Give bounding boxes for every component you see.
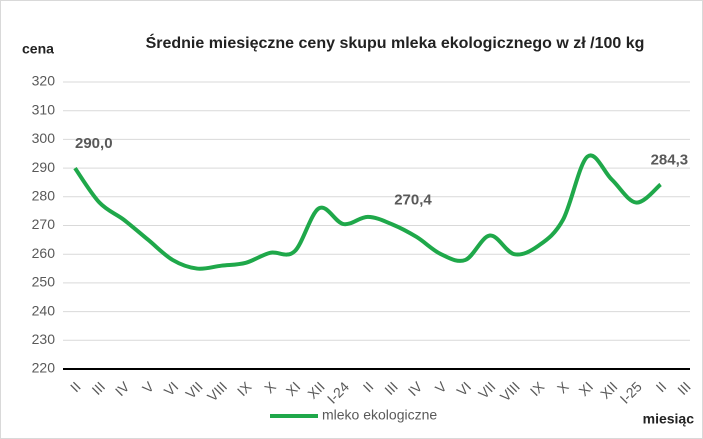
data-label: 290,0 [75, 135, 113, 152]
data-label: 284,3 [651, 151, 689, 168]
y-tick-label: 230 [32, 331, 56, 347]
y-tick-label: 290 [32, 159, 56, 175]
series-line [73, 153, 662, 271]
x-axis-label: miesiąc [643, 411, 695, 427]
y-tick-label: 220 [32, 360, 56, 376]
y-axis-label: cena [22, 41, 54, 57]
data-label: 270,4 [394, 191, 432, 208]
y-tick-label: 280 [32, 188, 56, 204]
y-tick-label: 270 [32, 216, 56, 232]
y-tick-label: 310 [32, 101, 56, 117]
y-tick-label: 300 [32, 130, 56, 146]
chart-title: Średnie miesięczne ceny skupu mleka ekol… [146, 33, 645, 52]
y-tick-label: 240 [32, 302, 56, 318]
y-tick-label: 250 [32, 274, 56, 290]
y-tick-label: 260 [32, 245, 56, 261]
legend-label: mleko ekologiczne [322, 407, 437, 423]
y-tick-label: 320 [32, 73, 56, 89]
